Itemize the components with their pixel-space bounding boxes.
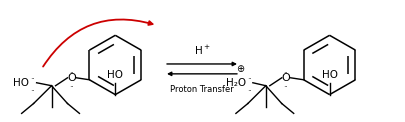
- Text: HO: HO: [13, 78, 29, 88]
- Text: ⊕: ⊕: [236, 64, 244, 74]
- Text: ..: ..: [30, 72, 35, 81]
- Text: ..: ..: [30, 84, 35, 93]
- Text: ..: ..: [69, 80, 74, 89]
- Text: H₂O: H₂O: [226, 78, 246, 88]
- Text: ..: ..: [247, 84, 252, 93]
- Text: ..: ..: [284, 66, 288, 75]
- Text: ..: ..: [69, 66, 74, 75]
- Text: ..: ..: [284, 80, 288, 89]
- Text: ..: ..: [247, 72, 252, 81]
- Text: O: O: [67, 73, 76, 83]
- Text: O: O: [281, 73, 290, 83]
- Text: HO: HO: [107, 70, 123, 80]
- Text: HO: HO: [322, 70, 337, 80]
- Text: H$^+$: H$^+$: [194, 44, 210, 57]
- Text: Proton Transfer: Proton Transfer: [170, 85, 234, 94]
